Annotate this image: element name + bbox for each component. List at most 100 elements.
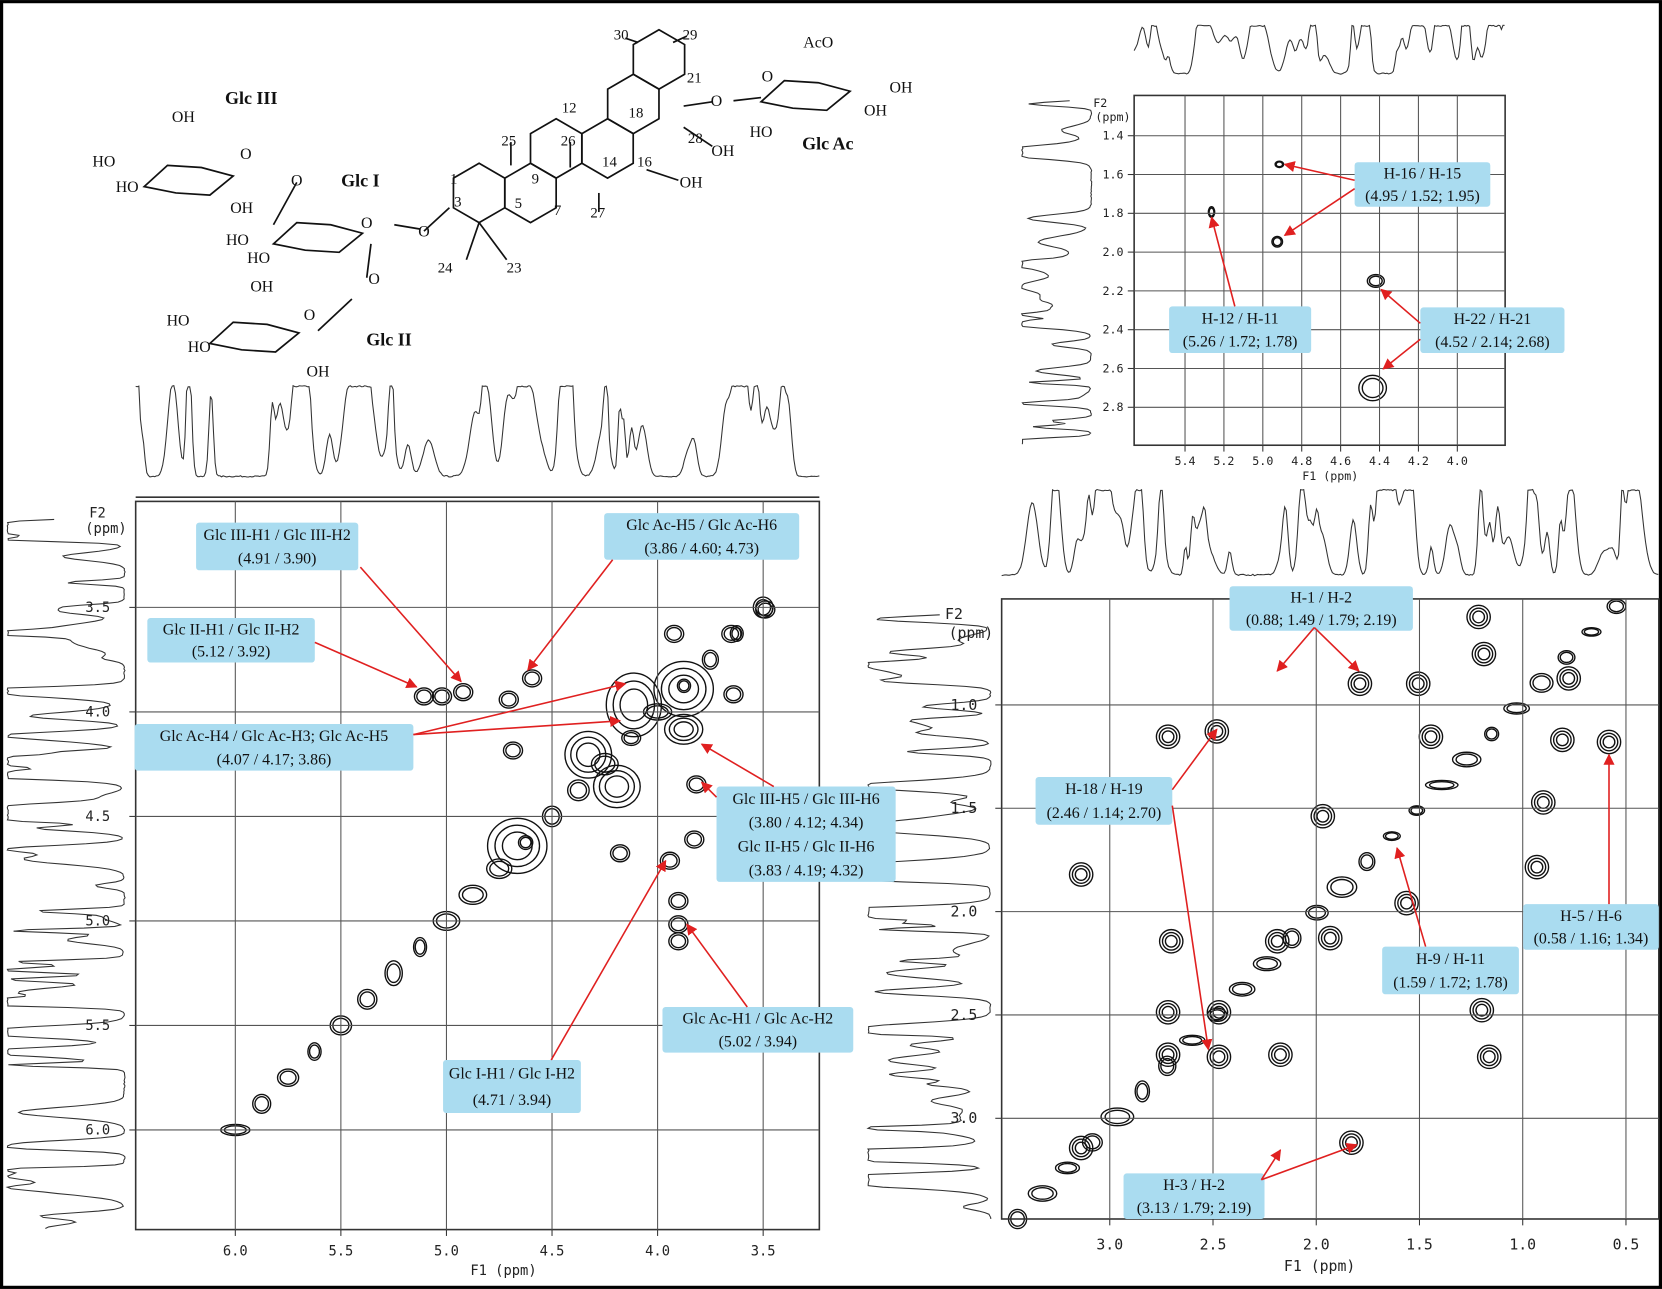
cross-peak [1428, 780, 1455, 790]
cross-peak [1339, 1130, 1364, 1156]
arrow [1283, 161, 1355, 182]
atom-number: 7 [554, 203, 561, 219]
annotation-text: H-16 / H-15 [1384, 166, 1462, 183]
cross-peak [757, 602, 774, 617]
cross-peak [486, 817, 548, 875]
atom-number: 27 [590, 205, 605, 221]
atom-number: 28 [688, 131, 703, 147]
cross-peak [592, 764, 641, 809]
annotation-box [1229, 586, 1413, 631]
sugar-label: Glc Ac [802, 134, 854, 154]
cross-peak [1405, 671, 1431, 697]
cross-peak [1158, 1045, 1178, 1065]
cross-peak [384, 960, 403, 987]
atom-number: 23 [507, 260, 522, 276]
atom-number: 29 [683, 27, 698, 43]
atom-number: 12 [562, 100, 577, 116]
spectrum-trace [1020, 100, 1093, 445]
cross-peak [1271, 235, 1284, 248]
f1-label: F1 (ppm) [1284, 1258, 1355, 1275]
arrow [1276, 627, 1315, 672]
cross-peak [1206, 999, 1232, 1025]
y-tick-label: 4.0 [85, 705, 110, 721]
annotation-text: (3.83 / 4.19; 4.32) [749, 862, 864, 879]
y-tick-label: 2.2 [1103, 284, 1124, 298]
cross-peak [670, 917, 687, 932]
bond [733, 96, 762, 102]
spectrum-trace [135, 384, 820, 478]
x-tick-label: 4.0 [1447, 454, 1468, 468]
atom-number: 18 [629, 106, 644, 122]
annotation-text: Glc III-H5 / Glc III-H6 [732, 791, 879, 808]
cross-peak [598, 769, 636, 804]
cross-peak [670, 934, 687, 949]
x-tick-label: 1.5 [1406, 1236, 1433, 1253]
cross-peak [1164, 934, 1178, 948]
group-label: HO [167, 312, 190, 329]
sugar-ring [208, 321, 301, 353]
annotation-text: H-5 / H-6 [1560, 908, 1622, 925]
atom-number: 24 [438, 260, 453, 276]
cross-peak [703, 651, 718, 668]
chemical-structure [142, 28, 852, 353]
bond [625, 37, 639, 44]
arrow [1380, 288, 1421, 324]
y-tick-label: 2.5 [950, 1007, 977, 1024]
cross-peak [1368, 275, 1383, 287]
y-tick-label: 1.8 [1103, 206, 1124, 220]
ring [632, 28, 686, 91]
x-tick-label: 5.5 [328, 1243, 353, 1259]
cross-peak [359, 991, 376, 1008]
cross-peak [604, 775, 630, 798]
annotation-box [1123, 1173, 1265, 1219]
cross-peak [1317, 925, 1343, 951]
cross-peak [1155, 1042, 1181, 1068]
bond [272, 181, 298, 226]
cross-peak [1469, 997, 1495, 1023]
x-tick-label: 0.5 [1613, 1236, 1640, 1253]
spectra [5, 24, 1660, 1236]
arrow [1261, 1143, 1358, 1181]
cross-peak [414, 939, 426, 955]
group-label: HO [750, 124, 773, 141]
annotation-text: (3.13 / 1.79; 2.19) [1137, 1200, 1252, 1217]
arrow [1171, 728, 1218, 791]
cross-peak [461, 886, 484, 903]
y-tick-label: 1.5 [950, 800, 977, 817]
cross-peak [1559, 651, 1574, 664]
sugar-ring [271, 221, 365, 254]
cross-peak [1472, 1000, 1492, 1020]
cross-peak [1482, 1050, 1496, 1064]
cross-peak [1411, 677, 1425, 691]
group-label: OH [864, 103, 887, 120]
y-tick-label: 4.5 [85, 809, 110, 825]
cross-peak [1555, 733, 1569, 747]
annotation-text: H-9 / H-11 [1416, 951, 1485, 968]
cross-peak [570, 736, 607, 773]
y-tick-label: 3.5 [85, 600, 110, 616]
y-tick-label: 6.0 [85, 1123, 110, 1139]
cross-peak [1228, 981, 1256, 997]
annotation-text: (3.86 / 4.60; 4.73) [644, 540, 759, 557]
arrow [1283, 188, 1356, 237]
cross-peak [676, 678, 692, 694]
cross-peak [1394, 890, 1419, 916]
arrow [550, 859, 667, 1061]
cross-peak [1158, 1002, 1178, 1022]
atom-number: 21 [687, 71, 702, 87]
cross-peak [670, 893, 687, 909]
arrow [1208, 216, 1236, 307]
f1-label: F1 (ppm) [1302, 469, 1358, 483]
cross-peak [668, 674, 700, 704]
cross-peak [498, 690, 520, 709]
annotation-text: Glc II-H1 / Glc II-H2 [163, 621, 300, 638]
cross-peak [1524, 854, 1550, 880]
cross-peak [684, 830, 705, 849]
annotation-text: (3.80 / 4.12; 4.34) [749, 815, 864, 832]
cross-peak [1361, 377, 1384, 399]
x-tick-label: 4.4 [1369, 454, 1390, 468]
x-tick-label: 1.0 [1509, 1236, 1536, 1253]
y-tick-label: 1.4 [1103, 129, 1124, 143]
cross-peak [1231, 983, 1253, 996]
x-tick-label: 6.0 [223, 1243, 248, 1259]
